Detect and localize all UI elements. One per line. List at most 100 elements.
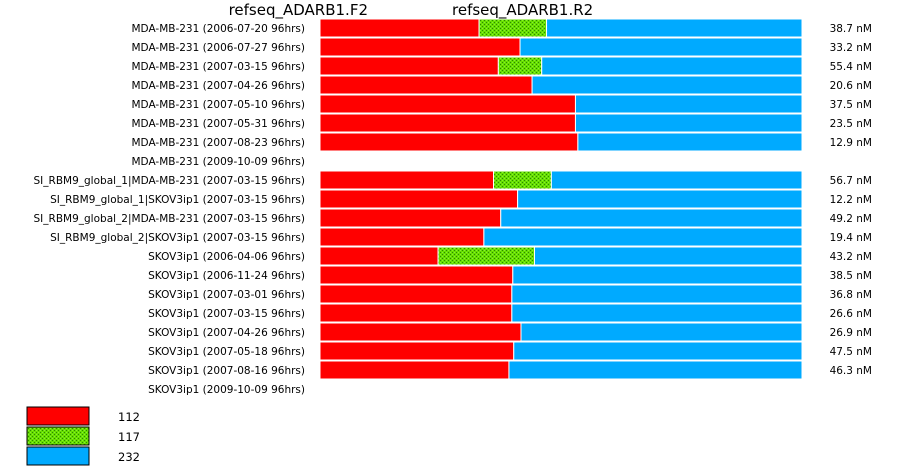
- bar-row: MDA-MB-231 (2007-05-10 96hrs) 37.5 nM: [132, 94, 872, 114]
- bar-row: SKOV3ip1 (2007-03-01 96hrs) 36.8 nM: [148, 284, 872, 304]
- row-label: SKOV3ip1 (2007-05-18 96hrs): [148, 346, 305, 358]
- bar-segment-232: [520, 322, 803, 342]
- row-label: MDA-MB-231 (2007-08-23 96hrs): [132, 137, 306, 149]
- bar-row: SKOV3ip1 (2009-10-09 96hrs): [148, 384, 305, 396]
- row-label: SKOV3ip1 (2009-10-09 96hrs): [148, 384, 305, 396]
- bar-row: SKOV3ip1 (2007-08-16 96hrs) 46.3 nM: [148, 360, 872, 380]
- value-label: 47.5 nM: [830, 346, 872, 358]
- bar-segment-112: [319, 113, 576, 133]
- row-label: SKOV3ip1 (2007-04-26 96hrs): [148, 327, 305, 339]
- bar-segment-232: [531, 75, 803, 95]
- bar-row: MDA-MB-231 (2007-04-26 96hrs) 20.6 nM: [132, 75, 872, 95]
- legend: 112 117 232: [26, 406, 140, 466]
- bar-segment-112: [319, 75, 533, 95]
- bar-segment-112: [319, 284, 513, 304]
- bar-segment-232: [546, 18, 803, 38]
- chart-title-left: refseq_ADARB1.F2: [229, 1, 368, 20]
- bar-segment-112: [319, 227, 485, 247]
- bar-segment-232: [541, 56, 803, 76]
- row-label: MDA-MB-231 (2007-04-26 96hrs): [132, 80, 306, 92]
- bar-segment-232: [513, 341, 803, 361]
- bar-segment-112: [319, 360, 510, 380]
- chart-title-right: refseq_ADARB1.R2: [452, 1, 593, 20]
- legend-item: 112: [26, 406, 140, 426]
- row-label: SI_RBM9_global_2|SKOV3ip1 (2007-03-15 96…: [50, 232, 305, 244]
- value-label: 49.2 nM: [830, 213, 872, 225]
- legend-swatch-232: [26, 446, 90, 466]
- bar-segment-232: [500, 208, 803, 228]
- bar-segment-232: [550, 170, 803, 190]
- legend-label: 232: [118, 450, 140, 464]
- bar-row: SKOV3ip1 (2007-03-15 96hrs) 26.6 nM: [148, 303, 872, 323]
- value-label: 37.5 nM: [830, 99, 872, 111]
- value-label: 12.9 nM: [830, 137, 872, 149]
- value-label: 36.8 nM: [830, 289, 872, 301]
- bar-segment-232: [512, 265, 803, 285]
- bar-row: SKOV3ip1 (2006-04-06 96hrs) 43.2 nM: [148, 246, 872, 266]
- row-label: SKOV3ip1 (2006-11-24 96hrs): [148, 270, 305, 282]
- bar-row: SKOV3ip1 (2007-05-18 96hrs) 47.5 nM: [148, 341, 872, 361]
- value-label: 26.6 nM: [830, 308, 872, 320]
- bar-row: SKOV3ip1 (2007-04-26 96hrs) 26.9 nM: [148, 322, 872, 342]
- row-label: SI_RBM9_global_2|MDA-MB-231 (2007-03-15 …: [34, 213, 305, 225]
- value-label: 12.2 nM: [830, 194, 872, 206]
- bar-row: MDA-MB-231 (2006-07-27 96hrs) 33.2 nM: [132, 37, 872, 57]
- value-label: 56.7 nM: [830, 175, 872, 187]
- bar-segment-232: [574, 94, 803, 114]
- bar-segment-117: [497, 56, 543, 76]
- bar-row: SI_RBM9_global_1|SKOV3ip1 (2007-03-15 96…: [50, 189, 872, 209]
- bar-row: SI_RBM9_global_2|MDA-MB-231 (2007-03-15 …: [34, 208, 872, 228]
- row-label: MDA-MB-231 (2007-05-31 96hrs): [132, 118, 306, 130]
- row-label: SI_RBM9_global_1|SKOV3ip1 (2007-03-15 96…: [50, 194, 305, 206]
- legend-label: 117: [118, 430, 140, 444]
- row-label: SI_RBM9_global_1|MDA-MB-231 (2007-03-15 …: [34, 175, 305, 187]
- bar-segment-112: [319, 18, 480, 38]
- bar-segment-232: [517, 189, 803, 209]
- bar-segment-117: [478, 18, 548, 38]
- bar-segment-117: [437, 246, 535, 266]
- row-label: MDA-MB-231 (2006-07-27 96hrs): [132, 42, 306, 54]
- bar-segment-232: [533, 246, 803, 266]
- bar-segment-112: [319, 208, 502, 228]
- bar-segment-112: [319, 322, 522, 342]
- row-label: MDA-MB-231 (2007-03-15 96hrs): [132, 61, 306, 73]
- bar-segment-117: [493, 170, 552, 190]
- bar-segment-112: [319, 265, 514, 285]
- bar-segment-112: [319, 303, 513, 323]
- legend-swatch-112: [26, 406, 90, 426]
- bar-segment-232: [508, 360, 803, 380]
- bar-segment-232: [577, 132, 803, 152]
- bar-segment-112: [319, 94, 576, 114]
- bar-row: MDA-MB-231 (2009-10-09 96hrs): [132, 156, 306, 168]
- bar-row: MDA-MB-231 (2007-08-23 96hrs) 12.9 nM: [132, 132, 872, 152]
- value-label: 43.2 nM: [830, 251, 872, 263]
- legend-label: 112: [118, 410, 140, 424]
- value-label: 55.4 nM: [830, 61, 872, 73]
- legend-item: 232: [26, 446, 140, 466]
- bar-segment-112: [319, 37, 521, 57]
- bar-segment-232: [519, 37, 803, 57]
- value-label: 38.7 nM: [830, 23, 872, 35]
- bar-row: SI_RBM9_global_2|SKOV3ip1 (2007-03-15 96…: [50, 227, 872, 247]
- row-label: SKOV3ip1 (2007-03-15 96hrs): [148, 308, 305, 320]
- bar-row: MDA-MB-231 (2006-07-20 96hrs) 38.7 nM: [132, 18, 872, 38]
- bar-segment-112: [319, 132, 579, 152]
- bar-segment-112: [319, 246, 439, 266]
- bar-segment-232: [574, 113, 803, 133]
- bar-rows: MDA-MB-231 (2006-07-20 96hrs) 38.7 nMMDA-…: [34, 18, 872, 396]
- row-label: MDA-MB-231 (2006-07-20 96hrs): [132, 23, 306, 35]
- bar-row: SI_RBM9_global_1|MDA-MB-231 (2007-03-15 …: [34, 170, 872, 190]
- value-label: 26.9 nM: [830, 327, 872, 339]
- row-label: SKOV3ip1 (2006-04-06 96hrs): [148, 251, 305, 263]
- value-label: 38.5 nM: [830, 270, 872, 282]
- value-label: 19.4 nM: [830, 232, 872, 244]
- legend-swatch-117: [26, 426, 90, 446]
- bar-segment-112: [319, 170, 495, 190]
- bar-segment-112: [319, 189, 519, 209]
- row-label: SKOV3ip1 (2007-03-01 96hrs): [148, 289, 305, 301]
- legend-item: 117: [26, 426, 140, 446]
- row-label: MDA-MB-231 (2009-10-09 96hrs): [132, 156, 306, 168]
- value-label: 23.5 nM: [830, 118, 872, 130]
- bar-row: MDA-MB-231 (2007-05-31 96hrs) 23.5 nM: [132, 113, 872, 133]
